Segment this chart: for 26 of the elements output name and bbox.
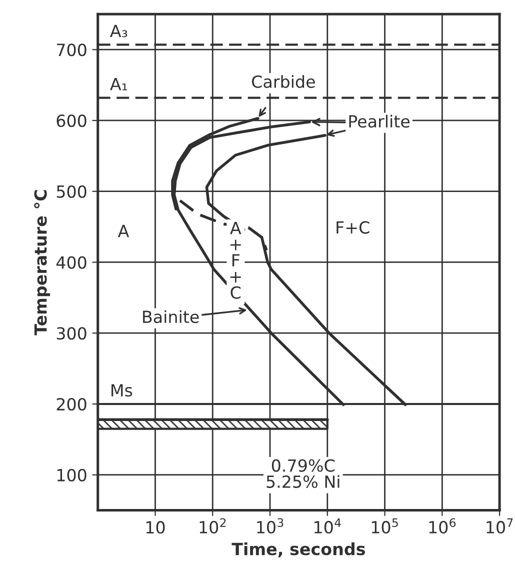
annotation: A bbox=[118, 224, 130, 238]
x-axis-title: Time, seconds bbox=[232, 542, 365, 558]
annotation: 0.79%C 5.25% Ni bbox=[266, 459, 340, 488]
x-tick-label: 10$^{5}$ bbox=[372, 518, 398, 534]
x-tick-label: 10$^{2}$ bbox=[200, 518, 226, 534]
y-tick-label: 500 bbox=[56, 185, 86, 198]
y-tick-label: 600 bbox=[56, 114, 86, 128]
y-tick-label: 200 bbox=[56, 398, 86, 411]
annotation: F+C bbox=[336, 221, 370, 234]
annotation: Carbide bbox=[252, 75, 315, 88]
x-tick-label: 10$^{3}$ bbox=[257, 518, 284, 534]
ref-line-label: Ms bbox=[112, 384, 132, 397]
x-tick-label: 10$^{7}$ bbox=[486, 518, 513, 534]
ref-line-label: A₁ bbox=[110, 78, 128, 90]
y-tick-label: 100 bbox=[57, 468, 86, 482]
x-tick-label: 10$^{4}$ bbox=[314, 518, 341, 534]
annotation: Bainite bbox=[143, 310, 199, 324]
y-axis-title: Temperature °C bbox=[34, 190, 50, 336]
y-tick-label: 300 bbox=[56, 327, 86, 340]
x-tick-label: 10$^{6}$ bbox=[429, 518, 456, 534]
ref-line-label: A₃ bbox=[110, 24, 128, 38]
y-tick-label: 700 bbox=[56, 44, 86, 56]
y-tick-label: 400 bbox=[56, 256, 86, 269]
annotation: Pearlite bbox=[349, 114, 410, 128]
annotation: A + F + C bbox=[230, 222, 242, 299]
x-tick-label: 10 bbox=[146, 521, 165, 534]
